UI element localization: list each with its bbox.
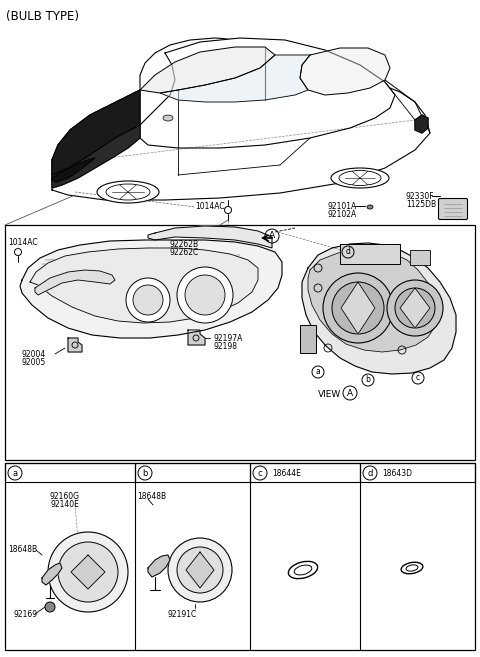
Text: 92102A: 92102A: [328, 210, 357, 219]
Polygon shape: [308, 250, 438, 352]
Polygon shape: [30, 248, 258, 323]
Circle shape: [168, 538, 232, 602]
Circle shape: [126, 278, 170, 322]
Polygon shape: [71, 555, 105, 589]
Circle shape: [323, 273, 393, 343]
Polygon shape: [148, 555, 170, 577]
Circle shape: [332, 282, 384, 334]
Circle shape: [45, 602, 55, 612]
Polygon shape: [400, 288, 430, 328]
Bar: [300, 325, 316, 353]
Text: A: A: [269, 231, 275, 240]
Ellipse shape: [163, 115, 173, 121]
Text: d: d: [367, 468, 372, 478]
Polygon shape: [52, 125, 140, 188]
Text: 92005: 92005: [22, 358, 46, 367]
Text: 92160G: 92160G: [50, 492, 80, 501]
Circle shape: [177, 267, 233, 323]
Text: 92169: 92169: [14, 610, 38, 619]
Bar: [340, 244, 400, 264]
Bar: [360, 463, 475, 482]
Bar: [410, 250, 430, 265]
Text: b: b: [366, 376, 371, 384]
Polygon shape: [35, 270, 115, 295]
Ellipse shape: [97, 181, 159, 203]
Text: 1014AC: 1014AC: [195, 202, 225, 211]
Text: 18644E: 18644E: [272, 469, 301, 478]
Text: 92330F: 92330F: [406, 192, 434, 201]
Circle shape: [133, 285, 163, 315]
Text: 92198: 92198: [213, 342, 237, 351]
FancyBboxPatch shape: [439, 198, 468, 219]
Text: d: d: [346, 248, 350, 256]
Bar: [5, 225, 475, 460]
Bar: [250, 463, 360, 482]
Ellipse shape: [367, 205, 373, 209]
Bar: [135, 463, 250, 482]
Polygon shape: [20, 240, 282, 338]
Text: 1125DB: 1125DB: [406, 200, 436, 209]
Text: 92140E: 92140E: [50, 500, 79, 509]
Text: A: A: [347, 388, 353, 397]
Polygon shape: [160, 55, 310, 102]
Text: (BULB TYPE): (BULB TYPE): [6, 10, 79, 23]
Text: b: b: [142, 468, 148, 478]
Polygon shape: [148, 226, 272, 248]
Circle shape: [185, 275, 225, 315]
Bar: [5, 463, 475, 650]
Circle shape: [58, 542, 118, 602]
Text: a: a: [316, 367, 320, 376]
Text: 92197A: 92197A: [213, 334, 242, 343]
Polygon shape: [188, 330, 205, 345]
Polygon shape: [140, 38, 395, 148]
Circle shape: [177, 547, 223, 593]
Polygon shape: [140, 47, 275, 93]
Polygon shape: [68, 338, 82, 352]
Text: 1014AC: 1014AC: [8, 238, 37, 247]
Text: 18648B: 18648B: [137, 492, 166, 501]
Circle shape: [395, 288, 435, 328]
Polygon shape: [341, 282, 375, 334]
Polygon shape: [52, 90, 140, 175]
Text: 18643D: 18643D: [382, 469, 412, 478]
Text: 92004: 92004: [22, 350, 46, 359]
Polygon shape: [52, 158, 95, 182]
Ellipse shape: [331, 168, 389, 188]
Text: a: a: [12, 468, 18, 478]
Polygon shape: [52, 38, 430, 200]
Text: 18648B: 18648B: [8, 545, 37, 554]
Text: 92262C: 92262C: [170, 248, 199, 257]
Polygon shape: [186, 552, 214, 588]
Polygon shape: [300, 48, 390, 95]
Text: c: c: [258, 468, 262, 478]
Text: 92101A: 92101A: [328, 202, 357, 211]
Polygon shape: [302, 243, 456, 374]
Text: 92191C: 92191C: [168, 610, 197, 619]
Circle shape: [48, 532, 128, 612]
Text: c: c: [416, 373, 420, 382]
Bar: [5, 463, 135, 482]
Polygon shape: [415, 115, 428, 133]
Circle shape: [387, 280, 443, 336]
Polygon shape: [42, 563, 62, 585]
Text: VIEW: VIEW: [318, 390, 341, 399]
Text: 92262B: 92262B: [170, 240, 199, 249]
